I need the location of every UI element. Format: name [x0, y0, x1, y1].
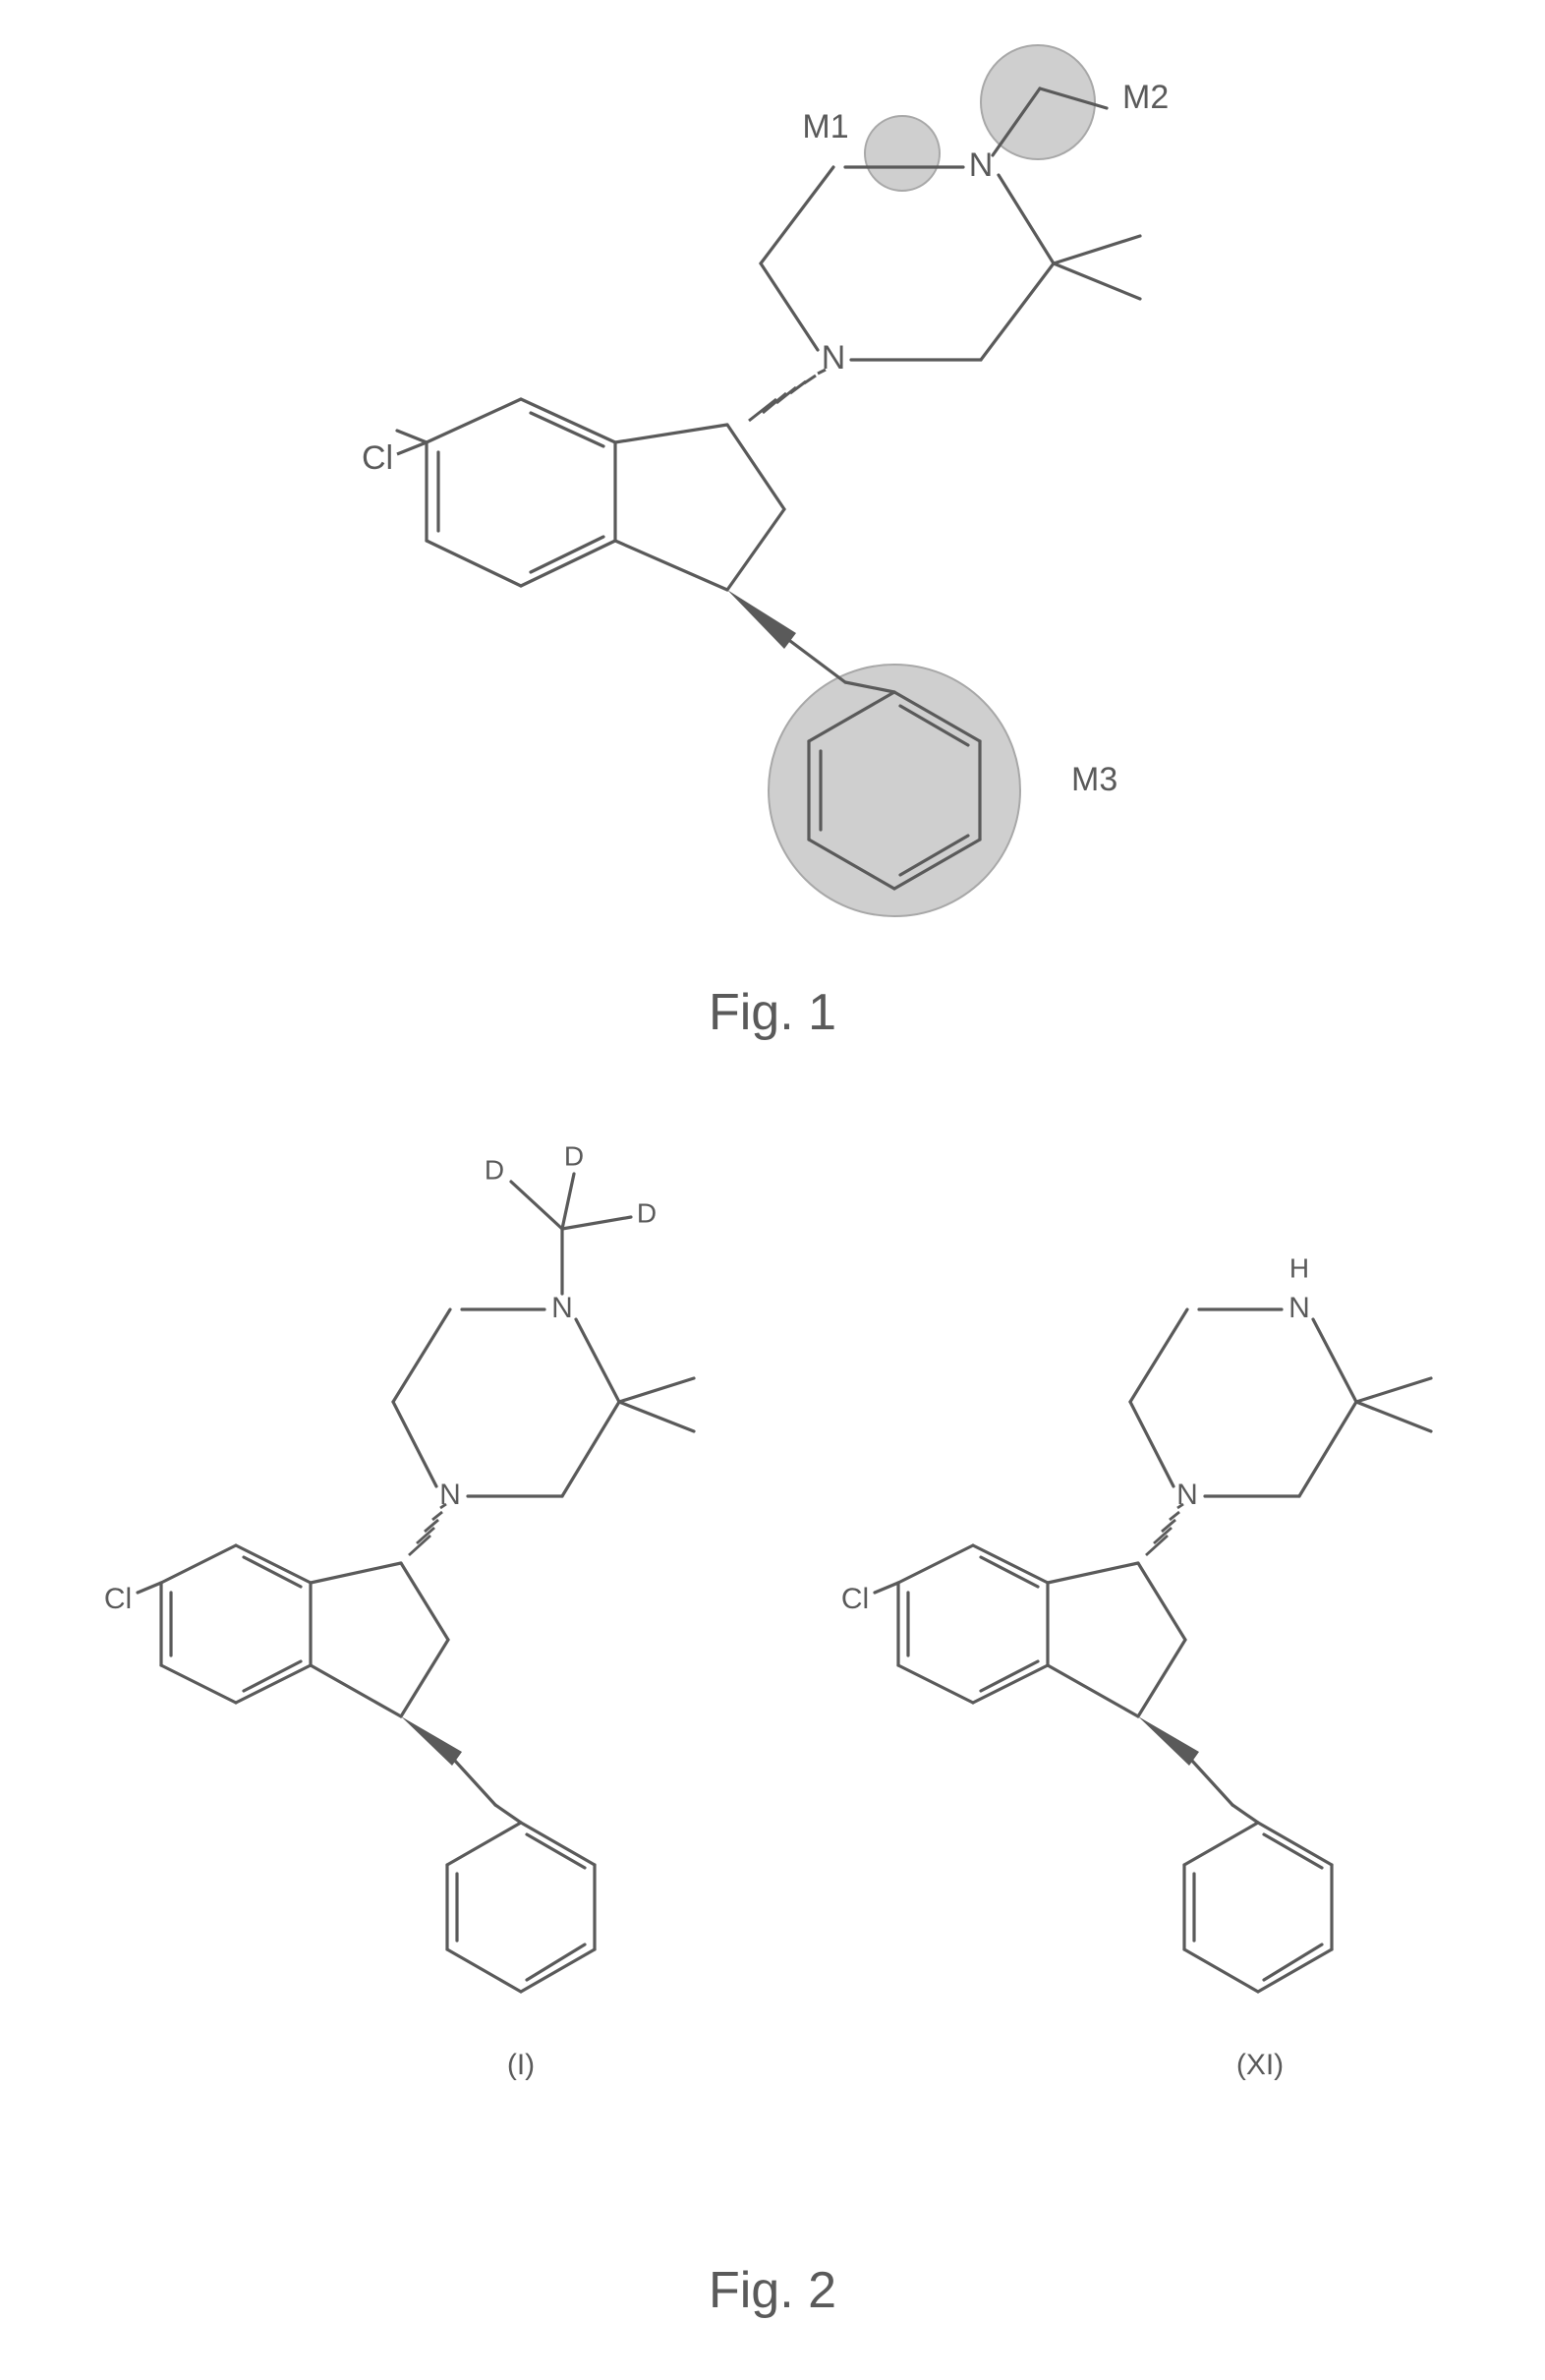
- figure-2-left-svg: Cl N N D D D (I): [59, 1101, 767, 2163]
- roman-xi: (XI): [1236, 2049, 1284, 2081]
- atom-cl: Cl: [362, 439, 393, 477]
- label-m2: M2: [1122, 79, 1169, 116]
- label-m3: M3: [1071, 761, 1117, 798]
- atom-cl-r: Cl: [841, 1583, 869, 1615]
- label-m1: M1: [802, 108, 848, 145]
- figure-2-right-svg: Cl N H N (XI): [796, 1180, 1504, 2163]
- atom-h-r: H: [1289, 1252, 1309, 1283]
- atom-d3: D: [637, 1197, 657, 1228]
- atom-ntop-l: N: [551, 1292, 573, 1324]
- atom-nbot-r: N: [1176, 1479, 1198, 1511]
- atom-nbot-l: N: [439, 1479, 461, 1511]
- atom-cl-l: Cl: [104, 1583, 132, 1615]
- figure-1-caption: Fig. 1: [0, 983, 1545, 1042]
- atom-n-bot: N: [822, 339, 846, 377]
- atom-d1: D: [485, 1154, 504, 1185]
- figure-1-svg: Cl N N M1 M2 M3: [295, 39, 1250, 944]
- atom-n-top: N: [969, 146, 994, 184]
- page: Cl N N M1 M2 M3 Fig. 1: [0, 0, 1545, 2380]
- figure-2-caption: Fig. 2: [0, 2261, 1545, 2320]
- roman-i: (I): [507, 2049, 535, 2081]
- highlight-m1: [865, 116, 940, 191]
- highlight-m2: [981, 45, 1095, 159]
- atom-d2: D: [564, 1140, 584, 1171]
- highlight-m3: [769, 665, 1020, 916]
- atom-ntop-r: N: [1288, 1292, 1310, 1324]
